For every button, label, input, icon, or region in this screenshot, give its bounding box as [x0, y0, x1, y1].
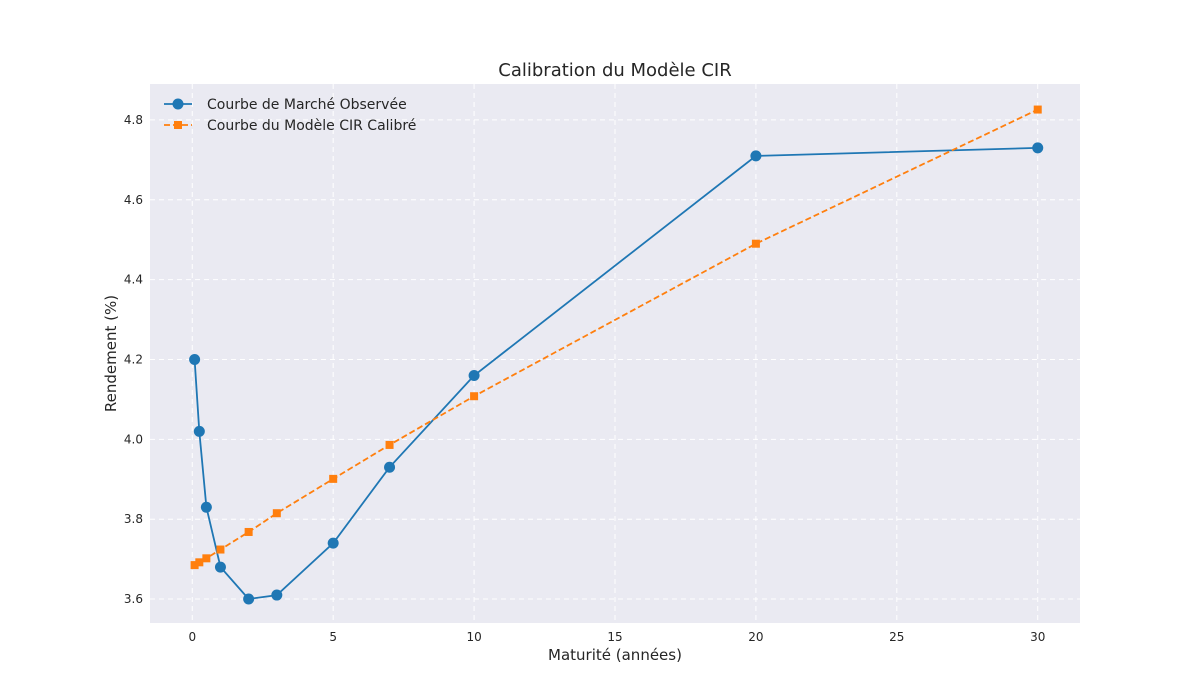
- data-point: [385, 440, 394, 449]
- data-point: [1033, 105, 1042, 114]
- x-tick-labels: 0 5 10 15 20 25 30: [188, 630, 1045, 644]
- data-point: [193, 425, 205, 437]
- data-point: [751, 239, 760, 248]
- data-point: [468, 369, 480, 381]
- legend-label-market: Courbe de Marché Observée: [207, 97, 407, 113]
- data-point: [202, 554, 211, 563]
- data-point: [243, 593, 255, 605]
- x-tick-label: 5: [329, 630, 337, 644]
- legend-marker-market: [172, 98, 184, 110]
- y-tick-label: 3.6: [124, 592, 143, 606]
- y-axis-label: Rendement (%): [102, 295, 120, 412]
- data-point: [272, 509, 281, 518]
- data-point: [470, 392, 479, 401]
- x-axis-label: Maturité (années): [548, 646, 682, 664]
- data-point: [190, 561, 199, 570]
- y-tick-label: 4.4: [124, 273, 143, 287]
- series-layer: [189, 105, 1044, 605]
- y-tick-label: 4.2: [124, 352, 143, 366]
- x-tick-label: 25: [889, 630, 904, 644]
- data-point: [327, 537, 339, 549]
- x-tick-label: 0: [188, 630, 196, 644]
- y-tick-label: 3.8: [124, 512, 143, 526]
- data-point: [216, 545, 225, 554]
- x-tick-label: 20: [748, 630, 763, 644]
- grid-lines: [150, 84, 1080, 623]
- data-point: [195, 558, 204, 567]
- data-point: [329, 474, 338, 483]
- data-point: [214, 561, 226, 573]
- legend-item-model: Courbe du Modèle CIR Calibré: [164, 118, 416, 134]
- legend-marker-model: [174, 121, 182, 129]
- legend-item-market: Courbe de Marché Observée: [164, 97, 407, 113]
- x-tick-label: 10: [466, 630, 481, 644]
- series-market: [189, 142, 1044, 605]
- data-point: [244, 527, 253, 536]
- x-tick-label: 30: [1030, 630, 1045, 644]
- data-point: [384, 461, 396, 473]
- x-tick-label: 15: [607, 630, 622, 644]
- plot-area: [150, 84, 1080, 623]
- legend-label-model: Courbe du Modèle CIR Calibré: [207, 118, 416, 134]
- y-tick-label: 4.8: [124, 113, 143, 127]
- data-point: [200, 501, 212, 513]
- data-point: [1032, 142, 1044, 154]
- legend: Courbe de Marché Observée Courbe du Modè…: [164, 97, 416, 134]
- y-tick-label: 4.6: [124, 193, 143, 207]
- data-point: [189, 353, 201, 365]
- data-point: [271, 589, 283, 601]
- y-tick-labels: 3.6 3.8 4.0 4.2 4.4 4.6 4.8: [124, 113, 143, 606]
- y-tick-label: 4.0: [124, 432, 143, 446]
- chart-title: Calibration du Modèle CIR: [498, 60, 731, 81]
- data-point: [750, 150, 762, 162]
- series-model: [190, 105, 1042, 570]
